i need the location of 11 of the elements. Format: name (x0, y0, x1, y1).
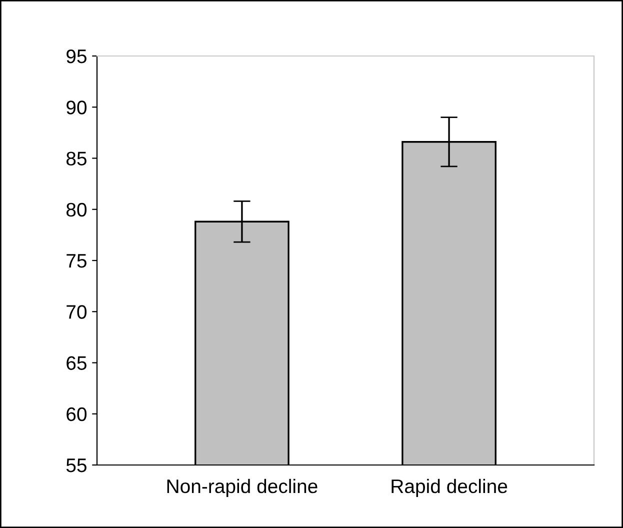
y-tick-label: 60 (66, 407, 87, 422)
y-tick-label: 85 (66, 152, 86, 166)
y-tick-label: 95 (66, 49, 86, 64)
x-tick-label: Non-rapid decline (167, 478, 318, 498)
y-tick-label: 75 (66, 254, 86, 268)
y-tick-label: 70 (66, 305, 87, 319)
y-tick-label: 55 (66, 458, 86, 472)
y-tick-label: 65 (66, 356, 86, 370)
y-tick-label: 90 (66, 100, 87, 114)
x-tick-label: Rapid decline (392, 478, 508, 498)
y-tick-label: 80 (66, 202, 87, 217)
